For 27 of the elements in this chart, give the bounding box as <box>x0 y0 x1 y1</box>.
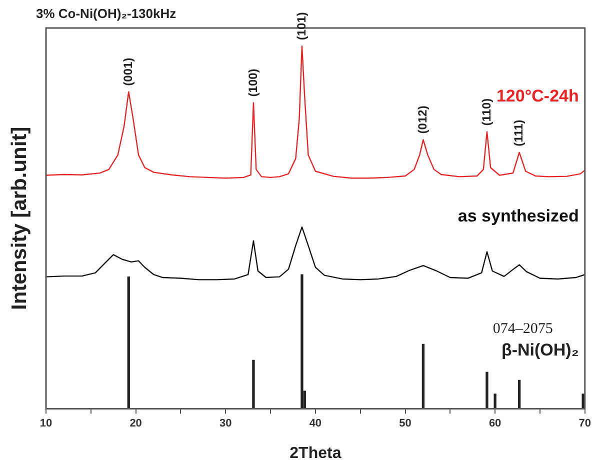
x-tick-label: 50 <box>399 417 412 430</box>
annotation: (001) <box>120 58 135 86</box>
x-tick-label: 60 <box>488 417 502 430</box>
x-tick-label: 20 <box>130 417 142 430</box>
annotation: (100) <box>246 68 260 97</box>
annotation: (101) <box>294 12 308 40</box>
x-axis-title: 2Theta <box>290 445 342 462</box>
x-tick-label: 10 <box>40 417 52 430</box>
bar <box>300 274 304 409</box>
annotation: (012) <box>416 106 430 134</box>
annotation: (111) <box>512 120 526 146</box>
text: as synthesized <box>458 206 579 226</box>
bar <box>486 372 488 409</box>
series-label: 120°C-24h <box>496 86 579 106</box>
bar <box>127 276 130 409</box>
annotation: (110) <box>479 98 494 126</box>
x-tick-label: 30 <box>220 417 232 430</box>
annotation: 074–2075 <box>492 320 553 337</box>
series-label: β-Ni(OH)₂ <box>501 340 579 360</box>
bar <box>494 394 496 409</box>
bar <box>422 344 425 409</box>
x-tick-label: 40 <box>309 417 322 430</box>
bar <box>252 360 255 409</box>
y-axis-title: Intensity [arb.unit] <box>8 126 31 310</box>
chart-title: 3% Co-Ni(OH)₂-130kHz <box>36 6 177 21</box>
bar <box>518 380 521 409</box>
x-tick-label: 70 <box>578 417 592 430</box>
